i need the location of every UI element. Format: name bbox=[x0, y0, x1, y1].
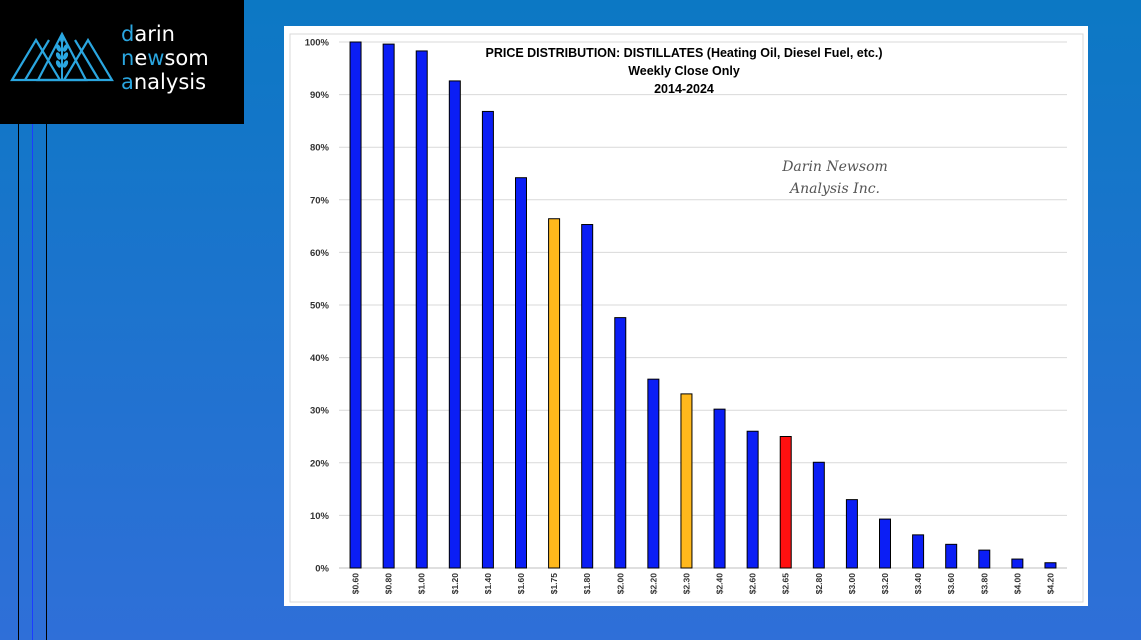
bar-1-60 bbox=[515, 177, 527, 569]
brand-name: darin newsom analysis bbox=[121, 22, 209, 94]
x-tick-label: $3.60 bbox=[946, 573, 956, 595]
bar-1-75 bbox=[548, 218, 561, 569]
bar-1-80 bbox=[581, 224, 594, 569]
logo-panel: darin newsom analysis bbox=[0, 0, 244, 124]
y-tick-label: 0% bbox=[315, 564, 329, 575]
watermark-line-1: Darin Newsom bbox=[781, 159, 888, 175]
y-tick-label: 10% bbox=[310, 511, 330, 522]
brand-text-som: som bbox=[164, 46, 209, 70]
bar-2-65 bbox=[779, 436, 792, 569]
bar-3-60 bbox=[945, 543, 958, 569]
x-tick-label: $2.40 bbox=[715, 573, 725, 595]
decorative-line-3 bbox=[46, 124, 47, 640]
chart-subtitle-period: Weekly Close Only bbox=[628, 64, 740, 78]
x-tick-label: $3.00 bbox=[847, 573, 857, 595]
y-tick-label: 60% bbox=[310, 248, 330, 259]
brand-initial-d: d bbox=[121, 22, 135, 46]
bar-0-60 bbox=[349, 41, 362, 569]
bar-0-80 bbox=[382, 43, 395, 569]
brand-line-analysis: analysis bbox=[121, 70, 209, 94]
y-axis-ticks: 0% 10% 20% 30% 40% 50% 60% 70% 80% 90% 100% bbox=[305, 38, 330, 575]
bar-4-20 bbox=[1044, 562, 1057, 569]
brand-initial-n: n bbox=[121, 46, 135, 70]
bar-1-00 bbox=[415, 50, 428, 569]
chart-border bbox=[289, 33, 1084, 603]
x-tick-label: $3.40 bbox=[913, 573, 923, 595]
bar-2-60 bbox=[746, 430, 759, 569]
bar-3-40 bbox=[912, 534, 925, 569]
x-tick-label: $1.75 bbox=[549, 573, 559, 595]
bar-2-20 bbox=[647, 378, 660, 569]
x-tick-label: $3.80 bbox=[979, 573, 989, 595]
y-tick-label: 30% bbox=[310, 406, 330, 417]
x-tick-label: $2.00 bbox=[615, 573, 625, 595]
x-tick-label: $0.60 bbox=[351, 573, 361, 595]
x-tick-label: $2.20 bbox=[648, 573, 658, 595]
wheat-mountains-logo-icon bbox=[10, 31, 114, 82]
bar-2-40 bbox=[713, 408, 726, 569]
x-tick-label: $1.80 bbox=[582, 573, 592, 595]
bar-2-00 bbox=[614, 317, 627, 569]
brand-text-analysis: nalysis bbox=[133, 70, 207, 94]
decorative-line-2 bbox=[32, 124, 33, 640]
bar-3-80 bbox=[978, 549, 991, 569]
y-tick-label: 50% bbox=[310, 301, 330, 312]
y-tick-label: 100% bbox=[305, 38, 330, 49]
chart-panel: 0% 10% 20% 30% 40% 50% 60% 70% 80% 90% 100% $0.60 $… bbox=[284, 26, 1088, 606]
x-tick-label: $1.60 bbox=[516, 573, 526, 595]
x-tick-label: $4.00 bbox=[1012, 573, 1022, 595]
brand-line-newsom: newsom bbox=[121, 46, 209, 70]
watermark-line-2: Analysis Inc. bbox=[788, 181, 880, 197]
bar-3-00 bbox=[845, 499, 858, 569]
brand-initial-a: a bbox=[121, 70, 134, 94]
bar-2-80 bbox=[812, 461, 825, 569]
x-tick-label: $2.30 bbox=[681, 573, 691, 595]
x-tick-label: $0.80 bbox=[384, 573, 394, 595]
x-tick-label: $2.60 bbox=[748, 573, 758, 595]
y-tick-label: 70% bbox=[310, 195, 330, 206]
brand-text-darin: arin bbox=[134, 22, 175, 46]
bar-series bbox=[349, 41, 1057, 569]
bar-1-40 bbox=[481, 110, 494, 569]
chart-title: PRICE DISTRIBUTION: DISTILLATES (Heating… bbox=[485, 46, 882, 60]
x-tick-label: $1.40 bbox=[483, 573, 493, 595]
y-tick-label: 40% bbox=[310, 353, 330, 364]
x-tick-label: $2.80 bbox=[814, 573, 824, 595]
y-tick-label: 90% bbox=[310, 90, 330, 101]
brand-line-darin: darin bbox=[121, 22, 209, 46]
bar-2-30 bbox=[680, 393, 693, 569]
x-tick-label: $4.20 bbox=[1045, 573, 1055, 595]
x-tick-label: $2.65 bbox=[781, 573, 791, 595]
y-tick-label: 80% bbox=[310, 143, 330, 154]
x-axis-ticks: $0.60 $0.80 $1.00 $1.20 $1.40 $1.60 $1.75 $1.80… bbox=[351, 573, 1056, 595]
gridlines bbox=[339, 41, 1067, 569]
x-tick-label: $1.00 bbox=[417, 573, 427, 595]
bar-4-00 bbox=[1011, 558, 1024, 569]
x-tick-label: $1.20 bbox=[450, 573, 460, 595]
price-distribution-chart: 0%10%20%30%40%50%60%70%80%90%100% $0.60 $… bbox=[289, 33, 1084, 603]
x-tick-label: $3.20 bbox=[880, 573, 890, 595]
y-tick-label: 20% bbox=[310, 458, 330, 469]
chart-subtitle-years: 2014-2024 bbox=[654, 82, 714, 96]
brand-initial-w: w bbox=[147, 46, 165, 70]
brand-text-e: e bbox=[134, 46, 148, 70]
bar-3-20 bbox=[879, 518, 891, 569]
decorative-line-1 bbox=[18, 124, 19, 640]
bar-1-20 bbox=[448, 80, 461, 569]
